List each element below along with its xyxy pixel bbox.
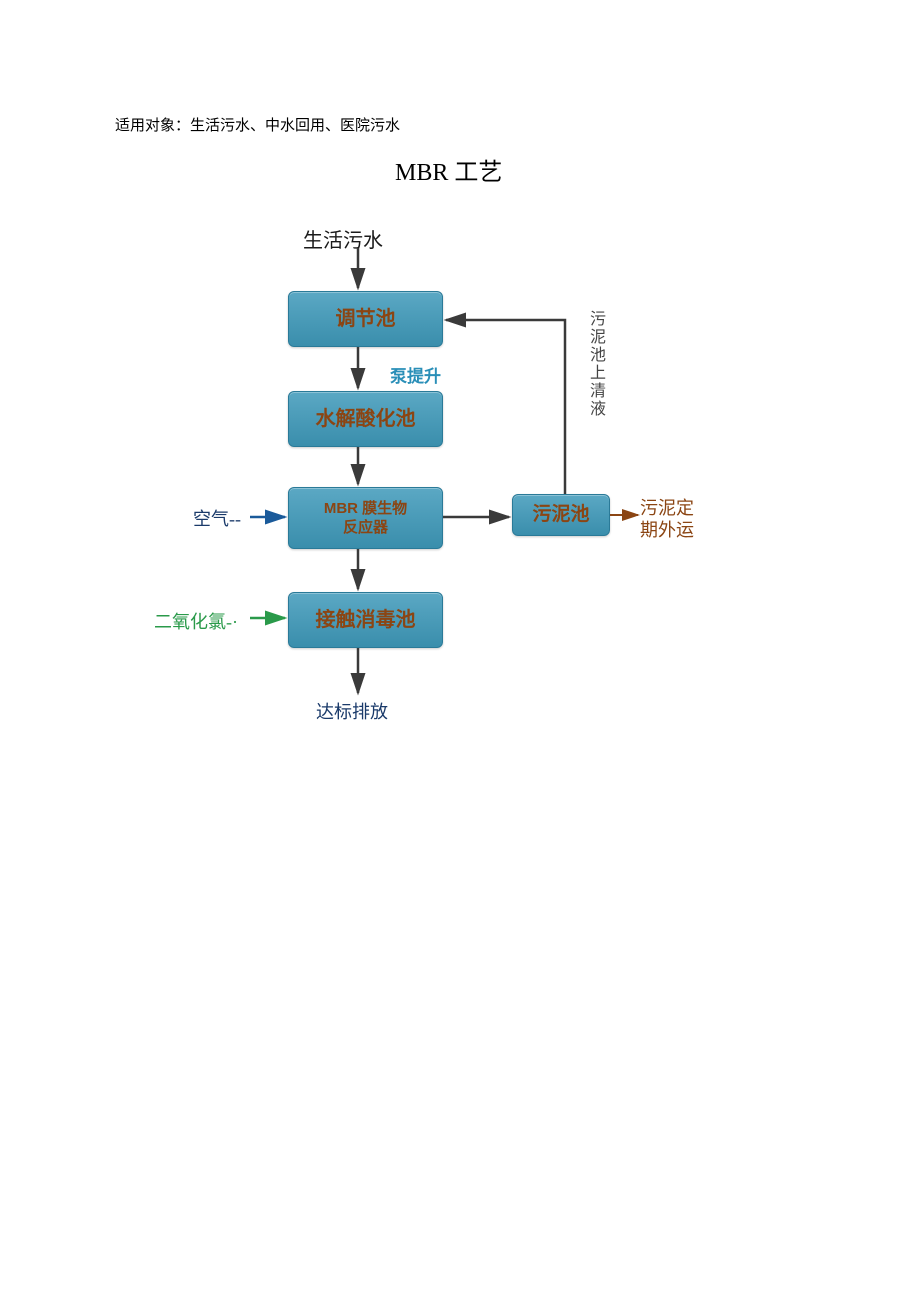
- arrows-layer: [0, 0, 920, 1301]
- arrow-return: [446, 320, 565, 494]
